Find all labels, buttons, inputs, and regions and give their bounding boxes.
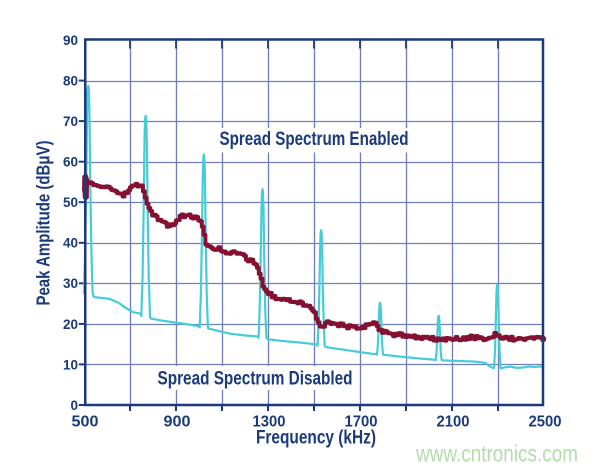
svg-text:1300: 1300 [253,413,286,430]
svg-text:40: 40 [63,236,78,251]
svg-text:Spread Spectrum Enabled: Spread Spectrum Enabled [220,129,409,150]
svg-text:80: 80 [63,74,78,89]
svg-text:2500: 2500 [529,413,562,430]
svg-text:Spread Spectrum Disabled: Spread Spectrum Disabled [158,369,353,390]
svg-text:70: 70 [63,114,78,129]
svg-text:2100: 2100 [437,413,470,430]
svg-text:0: 0 [70,398,78,413]
svg-text:Peak Amplitude (dBμV): Peak Amplitude (dBμV) [34,141,54,306]
svg-text:500: 500 [72,413,99,430]
svg-text:20: 20 [63,317,78,332]
svg-text:1700: 1700 [345,413,378,430]
svg-text:90: 90 [63,33,78,48]
svg-text:60: 60 [63,155,78,170]
svg-text:30: 30 [63,276,78,291]
svg-text:900: 900 [164,413,191,430]
svg-text:www.cntronics.com: www.cntronics.com [415,441,578,467]
svg-text:Frequency (kHz): Frequency (kHz) [256,428,376,449]
svg-text:10: 10 [63,357,78,372]
svg-text:50: 50 [63,195,78,210]
